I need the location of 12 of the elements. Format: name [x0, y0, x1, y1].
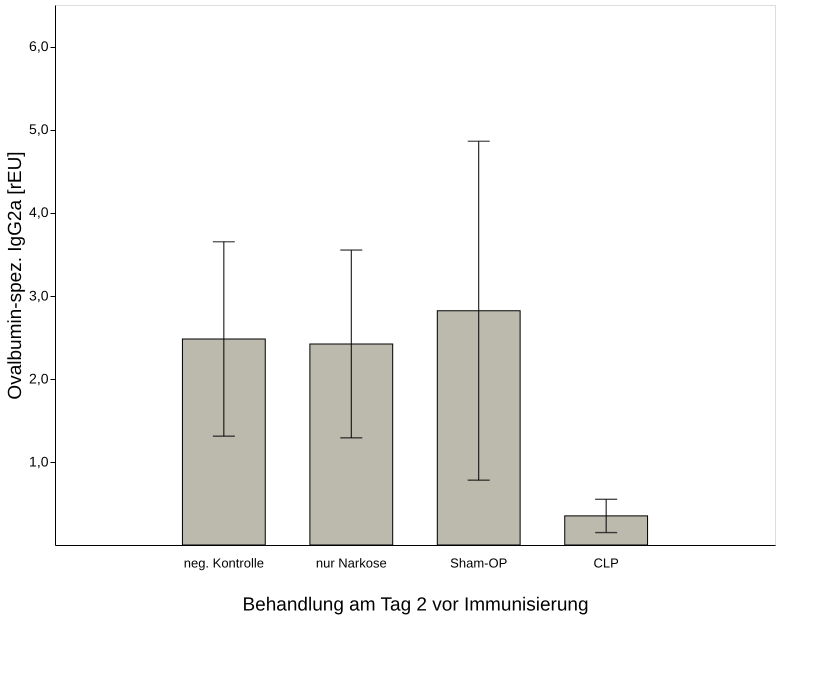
y-tick-label: 6,0: [29, 38, 49, 54]
y-tick-label: 3,0: [29, 287, 49, 304]
y-tick-label: 5,0: [29, 121, 49, 138]
x-tick-label: neg. Kontrolle: [184, 556, 264, 570]
x-tick-label: Sham-OP: [450, 556, 508, 570]
x-axis-title: Behandlung am Tag 2 vor Immunisierung: [242, 594, 589, 616]
y-tick-label: 2,0: [29, 370, 49, 386]
y-tick-label: 4,0: [29, 204, 49, 220]
y-axis-title: Ovalbumin-spez. IgG2a [rEU]: [5, 151, 26, 400]
y-tick-label: 1,0: [29, 453, 49, 470]
x-tick-label: nur Narkose: [316, 556, 387, 570]
x-tick-label: CLP: [594, 556, 619, 570]
